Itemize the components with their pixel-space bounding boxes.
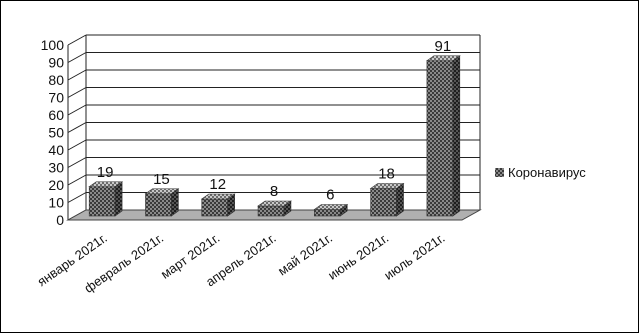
data-label: 6: [326, 187, 334, 204]
data-labels: 19 15 12 8 6 18 91: [97, 38, 451, 204]
y-tick-label: 40: [48, 142, 64, 158]
x-axis-labels: январь 2021г.февраль 2021г.март 2021г.ап…: [34, 230, 447, 296]
bar-top: [313, 204, 349, 210]
grid-line-side: [67, 87, 87, 98]
grid-line-side: [67, 157, 87, 168]
y-tick-label: 80: [48, 72, 64, 88]
bars: [88, 55, 461, 217]
bar: [144, 188, 180, 217]
data-label: 18: [378, 166, 395, 183]
y-tick-label: 10: [48, 195, 64, 211]
legend-swatch: [495, 168, 504, 177]
bar: [313, 203, 349, 217]
bar-front: [426, 60, 454, 217]
y-tick-label: 100: [41, 37, 65, 53]
bar-top: [200, 193, 236, 200]
bar: [200, 193, 236, 217]
grid-line-side: [67, 174, 87, 186]
bar-side: [396, 182, 404, 217]
bar-top: [425, 55, 461, 62]
bar: [88, 181, 124, 217]
grid-line-side: [67, 139, 87, 151]
grid-line-side: [67, 122, 87, 133]
grid-line-side: [67, 69, 87, 81]
y-tick-label: 20: [48, 177, 64, 193]
data-label: 8: [270, 183, 278, 200]
bar-top: [369, 183, 405, 189]
bar-front: [201, 198, 228, 217]
data-label: 91: [435, 38, 452, 55]
y-tick-label: 70: [48, 90, 64, 106]
grid-line-side: [67, 34, 87, 46]
bar: [257, 200, 292, 217]
bar-front: [88, 186, 116, 217]
y-tick-label: 0: [56, 212, 64, 228]
legend-label: Коронавирус: [508, 165, 586, 180]
x-tick-label: июль 2021г.: [381, 230, 447, 283]
y-tick-label: 90: [48, 55, 64, 71]
data-label: 19: [97, 164, 114, 181]
bar-front: [257, 205, 285, 217]
bar-front: [145, 193, 172, 217]
y-tick-label: 30: [48, 160, 64, 176]
grid-line-side: [67, 104, 87, 116]
bar-side: [114, 181, 123, 217]
grid-line-side: [67, 52, 87, 63]
bar-side: [452, 55, 461, 217]
bar: [369, 182, 405, 217]
bar-top: [88, 181, 124, 188]
data-label: 12: [209, 176, 226, 193]
x-tick-label: июнь 2021г.: [325, 230, 391, 283]
bar-front: [370, 188, 397, 217]
bar-top: [144, 188, 180, 195]
bar-front: [314, 209, 341, 217]
bar-top: [257, 200, 292, 207]
legend: Коронавирус: [495, 165, 586, 180]
data-label: 15: [153, 171, 170, 188]
bar: [425, 55, 461, 217]
y-tick-label: 60: [48, 107, 64, 123]
y-tick-label: 50: [48, 125, 64, 141]
grid-line-side: [67, 192, 87, 203]
